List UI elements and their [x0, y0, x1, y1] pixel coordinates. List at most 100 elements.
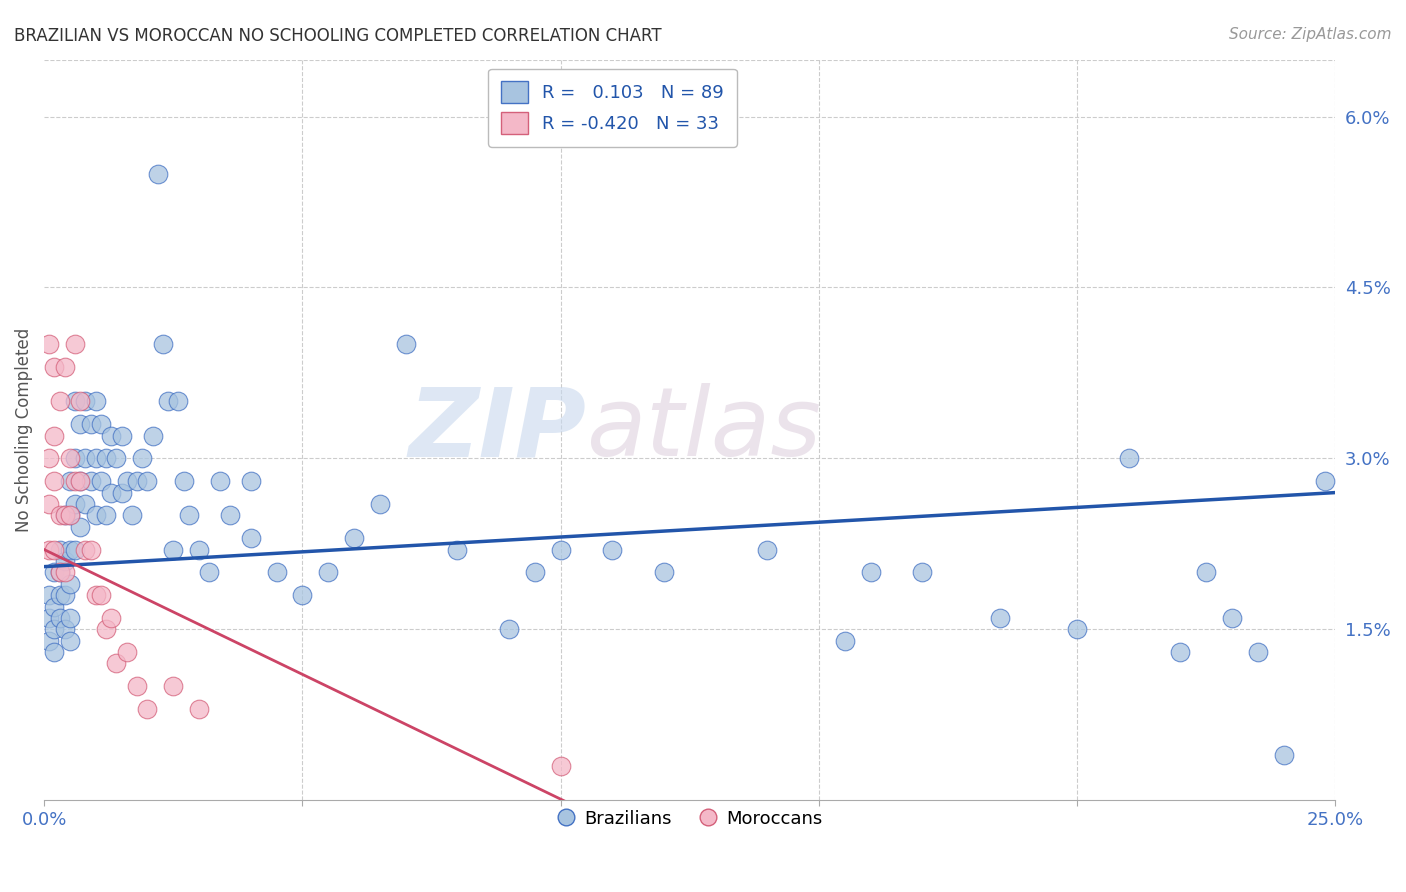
Point: [152, 337, 174, 351]
Point: [316, 566, 339, 580]
Point: [84, 588, 107, 602]
Point: [38, 633, 60, 648]
Point: [446, 542, 468, 557]
Point: [167, 394, 190, 409]
Point: [44, 474, 66, 488]
Point: [115, 474, 138, 488]
Point: [63, 451, 86, 466]
Point: [44, 645, 66, 659]
Point: [859, 566, 882, 580]
Point: [44, 542, 66, 557]
Point: [988, 611, 1011, 625]
Point: [177, 508, 200, 523]
Point: [59, 474, 82, 488]
Point: [94, 622, 117, 636]
Point: [652, 566, 675, 580]
Y-axis label: No Schooling Completed: No Schooling Completed: [15, 327, 32, 532]
Point: [75, 497, 97, 511]
Point: [94, 508, 117, 523]
Point: [59, 451, 82, 466]
Point: [53, 622, 76, 636]
Point: [48, 566, 70, 580]
Point: [38, 451, 60, 466]
Point: [1247, 645, 1270, 659]
Point: [48, 394, 70, 409]
Point: [69, 394, 91, 409]
Point: [63, 394, 86, 409]
Point: [48, 611, 70, 625]
Point: [125, 474, 148, 488]
Point: [1118, 451, 1140, 466]
Text: ZIP: ZIP: [409, 384, 586, 476]
Point: [1195, 566, 1218, 580]
Point: [90, 417, 112, 432]
Point: [59, 542, 82, 557]
Point: [162, 542, 184, 557]
Point: [38, 588, 60, 602]
Point: [84, 394, 107, 409]
Point: [239, 474, 262, 488]
Point: [125, 679, 148, 693]
Point: [756, 542, 779, 557]
Point: [59, 508, 82, 523]
Point: [110, 428, 132, 442]
Point: [69, 474, 91, 488]
Point: [84, 451, 107, 466]
Point: [110, 485, 132, 500]
Point: [115, 645, 138, 659]
Point: [48, 566, 70, 580]
Point: [142, 428, 165, 442]
Point: [239, 531, 262, 545]
Point: [63, 542, 86, 557]
Point: [550, 542, 572, 557]
Point: [59, 633, 82, 648]
Point: [79, 474, 101, 488]
Point: [79, 542, 101, 557]
Point: [38, 542, 60, 557]
Point: [1220, 611, 1243, 625]
Point: [368, 497, 391, 511]
Point: [48, 542, 70, 557]
Point: [1170, 645, 1192, 659]
Point: [59, 508, 82, 523]
Point: [90, 474, 112, 488]
Point: [188, 542, 211, 557]
Point: [550, 759, 572, 773]
Point: [1313, 474, 1336, 488]
Point: [63, 497, 86, 511]
Point: [291, 588, 314, 602]
Point: [69, 520, 91, 534]
Point: [44, 622, 66, 636]
Point: [53, 566, 76, 580]
Point: [266, 566, 288, 580]
Text: atlas: atlas: [586, 384, 821, 476]
Point: [38, 337, 60, 351]
Point: [136, 702, 159, 716]
Point: [131, 451, 153, 466]
Point: [105, 657, 128, 671]
Point: [63, 474, 86, 488]
Point: [1066, 622, 1088, 636]
Point: [53, 508, 76, 523]
Point: [75, 451, 97, 466]
Point: [38, 497, 60, 511]
Point: [136, 474, 159, 488]
Point: [75, 394, 97, 409]
Point: [911, 566, 934, 580]
Point: [44, 360, 66, 375]
Point: [162, 679, 184, 693]
Text: BRAZILIAN VS MOROCCAN NO SCHOOLING COMPLETED CORRELATION CHART: BRAZILIAN VS MOROCCAN NO SCHOOLING COMPL…: [14, 27, 662, 45]
Point: [48, 508, 70, 523]
Point: [94, 451, 117, 466]
Point: [59, 611, 82, 625]
Point: [90, 588, 112, 602]
Point: [1272, 747, 1295, 762]
Point: [173, 474, 195, 488]
Point: [100, 428, 122, 442]
Point: [157, 394, 180, 409]
Legend: Brazilians, Moroccans: Brazilians, Moroccans: [550, 803, 830, 836]
Point: [84, 508, 107, 523]
Point: [48, 588, 70, 602]
Point: [79, 417, 101, 432]
Point: [59, 576, 82, 591]
